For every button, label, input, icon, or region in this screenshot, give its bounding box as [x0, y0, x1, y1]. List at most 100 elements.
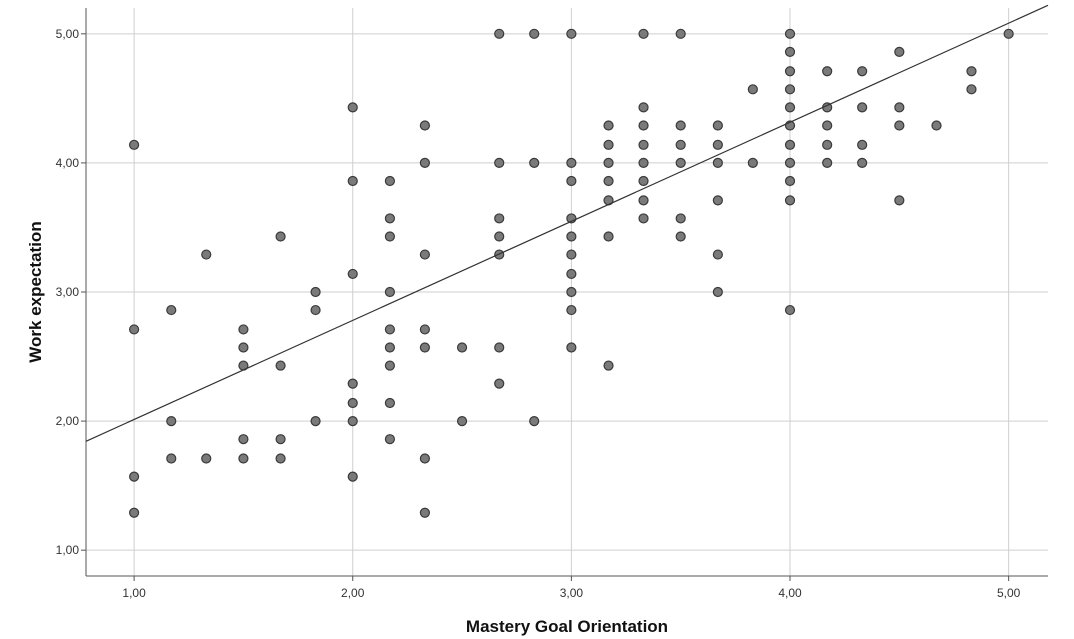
- data-point: [822, 139, 833, 150]
- data-point: [566, 304, 577, 316]
- data-point: [238, 434, 249, 445]
- data-point: [712, 249, 723, 260]
- data-point: [822, 120, 833, 131]
- y-tick-label: 3,00: [56, 285, 80, 299]
- y-tick-label: 4,00: [56, 156, 80, 170]
- data-point: [384, 231, 396, 242]
- data-point: [638, 120, 649, 131]
- data-point: [384, 286, 396, 298]
- data-point: [238, 453, 249, 464]
- data-point: [129, 471, 140, 482]
- data-point: [384, 397, 396, 409]
- data-point: [494, 231, 505, 242]
- data-point: [494, 213, 505, 224]
- data-point: [129, 507, 140, 518]
- data-point: [603, 231, 614, 242]
- data-point: [822, 157, 833, 169]
- data-point: [347, 378, 358, 389]
- data-point: [603, 139, 614, 150]
- data-point: [712, 157, 723, 169]
- data-point: [275, 231, 286, 242]
- data-point: [712, 286, 723, 298]
- regression-line: [85, 4, 1049, 442]
- data-point: [603, 120, 614, 131]
- data-point: [566, 268, 577, 280]
- data-point: [603, 157, 614, 169]
- y-axis-title: Work expectation: [26, 221, 45, 362]
- data-point: [347, 415, 358, 427]
- data-point: [603, 360, 614, 371]
- data-point: [384, 342, 396, 353]
- data-point: [310, 415, 321, 427]
- data-point: [129, 139, 140, 150]
- data-points: [129, 28, 1014, 518]
- data-point: [966, 84, 977, 95]
- data-point: [419, 324, 430, 335]
- data-point: [638, 28, 649, 39]
- data-point: [784, 46, 796, 57]
- data-point: [712, 195, 723, 206]
- data-point: [566, 157, 577, 169]
- data-point: [784, 157, 796, 169]
- y-tick-label: 1,00: [56, 543, 80, 557]
- data-point: [419, 453, 430, 464]
- x-tick-label: 4,00: [778, 586, 802, 600]
- data-point: [166, 304, 177, 316]
- x-tick-label: 2,00: [341, 586, 365, 600]
- data-point: [275, 453, 286, 464]
- data-point: [712, 120, 723, 131]
- data-point: [238, 324, 249, 335]
- data-point: [275, 360, 286, 371]
- data-point: [784, 139, 796, 150]
- data-point: [638, 213, 649, 224]
- data-point: [675, 120, 686, 131]
- data-point: [419, 120, 430, 131]
- data-point: [675, 213, 686, 224]
- data-point: [566, 28, 577, 39]
- data-point: [456, 415, 468, 427]
- data-point: [784, 66, 796, 77]
- data-point: [166, 453, 177, 464]
- data-point: [201, 453, 212, 464]
- data-point: [931, 120, 942, 131]
- data-point: [712, 139, 723, 150]
- data-point: [347, 471, 358, 482]
- data-point: [638, 157, 649, 169]
- data-point: [129, 324, 140, 335]
- data-point: [894, 46, 905, 57]
- data-point: [419, 342, 430, 353]
- data-point: [494, 342, 505, 353]
- data-point: [238, 342, 249, 353]
- data-point: [494, 157, 505, 169]
- data-point: [784, 195, 796, 206]
- data-point: [384, 434, 396, 445]
- data-point: [784, 84, 796, 95]
- data-point: [166, 415, 177, 427]
- data-point: [638, 139, 649, 150]
- data-point: [638, 102, 649, 113]
- data-point: [566, 286, 577, 298]
- data-point: [638, 195, 649, 206]
- data-point: [675, 28, 686, 39]
- data-point: [857, 157, 868, 169]
- data-point: [566, 175, 577, 187]
- data-point: [675, 231, 686, 242]
- data-point: [566, 342, 577, 353]
- data-point: [966, 66, 977, 77]
- data-point: [494, 378, 505, 389]
- data-point: [566, 231, 577, 242]
- data-point: [529, 415, 540, 427]
- data-point: [456, 342, 468, 353]
- data-point: [419, 157, 430, 169]
- axis-ticks: 1,00 2,00 3,00 4,00 5,00 1,00 2,00 3,00 4,00 5,00: [56, 27, 1021, 600]
- data-point: [347, 397, 358, 409]
- data-point: [822, 66, 833, 77]
- data-point: [784, 175, 796, 187]
- data-point: [347, 268, 358, 280]
- data-point: [1003, 28, 1014, 39]
- data-point: [529, 28, 540, 39]
- data-point: [675, 139, 686, 150]
- data-point: [529, 157, 540, 169]
- data-point: [201, 249, 212, 260]
